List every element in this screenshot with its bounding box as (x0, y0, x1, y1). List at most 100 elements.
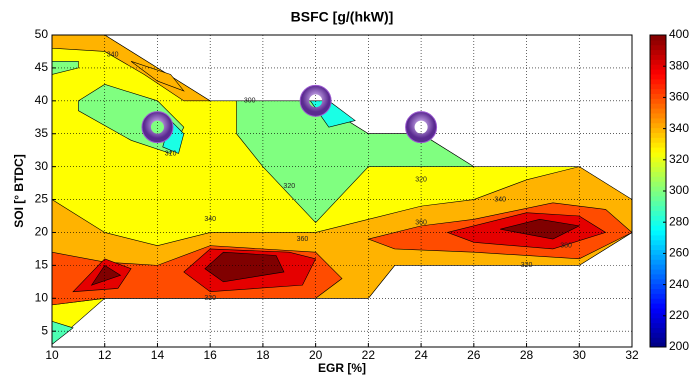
marker-rim (299, 84, 332, 117)
colorbar-step (650, 210, 666, 216)
contour-label: 380 (560, 242, 572, 249)
colorbar-step (650, 249, 666, 255)
x-tick-label: 22 (362, 348, 376, 362)
colorbar-step (650, 64, 666, 70)
colorbar-step (650, 78, 666, 85)
colorbar-step (650, 186, 666, 192)
colorbar-tick-label: 360 (669, 90, 689, 104)
colorbar-step (650, 332, 666, 338)
y-tick-label: 20 (35, 225, 49, 239)
colorbar-step (650, 273, 666, 280)
colorbar-step (650, 259, 666, 265)
marker (405, 111, 437, 143)
x-tick-label: 18 (256, 348, 270, 362)
contour-label: 320 (283, 183, 295, 190)
chart-title: BSFC [g/(hkW)] (291, 9, 394, 25)
contour-region (52, 321, 74, 345)
y-tick-label: 15 (35, 258, 49, 272)
contour-region (90, 264, 122, 286)
colorbar-step (650, 264, 666, 270)
x-tick-label: 30 (573, 348, 587, 362)
colorbar-step (650, 127, 666, 133)
contour-label: 360 (297, 236, 309, 243)
colorbar-step (650, 117, 666, 124)
colorbar-tick-label: 340 (669, 121, 689, 135)
colorbar-step (650, 283, 666, 289)
colorbar-step (650, 230, 666, 236)
colorbar-step (650, 312, 666, 319)
contour-label: 360 (415, 219, 427, 226)
y-tick-label: 35 (35, 126, 49, 140)
colorbar-tick-label: 200 (669, 339, 689, 353)
colorbar-step (650, 171, 666, 177)
colorbar-step (650, 156, 666, 163)
colorbar-step (650, 54, 666, 60)
x-tick-label: 24 (414, 348, 428, 362)
colorbar-step (650, 59, 666, 65)
contour-region (130, 61, 185, 92)
x-tick-label: 28 (520, 348, 534, 362)
contour-label: 340 (494, 196, 506, 203)
contour-label: 340 (204, 216, 216, 223)
marker-rim (405, 111, 438, 144)
x-tick-label: 26 (467, 348, 481, 362)
colorbar-step (650, 152, 666, 158)
colorbar-step (650, 195, 666, 202)
y-tick-label: 25 (35, 192, 49, 206)
colorbar-step (650, 308, 666, 314)
contour-region (52, 61, 79, 75)
colorbar-step (650, 303, 666, 309)
colorbar-step (650, 147, 666, 153)
colorbar-step (650, 166, 666, 172)
colorbar-step (650, 142, 666, 148)
colorbar-step (650, 161, 666, 168)
colorbar-step (650, 342, 666, 348)
colorbar-step (650, 69, 666, 75)
x-tick-label: 12 (98, 348, 112, 362)
x-tick-label: 14 (151, 348, 165, 362)
colorbar-step (650, 225, 666, 231)
colorbar-step (650, 337, 666, 343)
x-tick-label: 10 (45, 348, 59, 362)
colorbar-step (650, 108, 666, 114)
y-tick-label: 10 (35, 290, 49, 304)
colorbar-step (650, 88, 666, 94)
colorbar-step (650, 132, 666, 138)
colorbar-step (650, 205, 666, 211)
contour-region (204, 251, 285, 283)
colorbar-step (650, 288, 666, 294)
x-tick-label: 20 (309, 348, 323, 362)
x-axis-label: EGR [%] (318, 361, 366, 375)
colorbar-tick-label: 280 (669, 214, 689, 228)
colorbar-step (650, 39, 666, 46)
colorbar-step (650, 176, 666, 182)
overlay: 10 12 14 16 18 20 22 24 26 28 30 32 5 10 15 20 25 30 35 40 4… (35, 27, 690, 362)
colorbar-step (650, 239, 666, 246)
colorbar-step (650, 74, 666, 80)
colorbar-tick-label: 400 (669, 27, 689, 41)
y-axis-label: SOI [° BTDC] (12, 154, 26, 227)
colorbar-step (650, 137, 666, 143)
x-tick-label: 32 (625, 348, 639, 362)
plot-area: 340 300 310 320 320 340 360 340 320 320 360 380 (52, 35, 632, 347)
colorbar-step (650, 181, 666, 187)
colorbar-step (650, 44, 666, 51)
colorbar-step (650, 293, 666, 299)
colorbar-step (650, 215, 666, 221)
colorbar-tick-label: 240 (669, 277, 689, 291)
plot-frame (51, 34, 633, 348)
colorbar-tick-label: 260 (669, 246, 689, 260)
colorbar-step (650, 298, 666, 304)
colorbar-tick-label: 300 (669, 183, 689, 197)
y-tick-label: 50 (35, 27, 49, 41)
colorbar-step (650, 244, 666, 250)
colorbar-step (650, 103, 666, 109)
x-tick-label: 16 (204, 348, 218, 362)
colorbar-step (650, 317, 666, 324)
colorbar-step (650, 254, 666, 260)
contour-label: 320 (204, 295, 216, 302)
contour-label: 340 (107, 52, 119, 59)
marker-rim (141, 111, 174, 144)
colorbar-step (650, 93, 666, 99)
